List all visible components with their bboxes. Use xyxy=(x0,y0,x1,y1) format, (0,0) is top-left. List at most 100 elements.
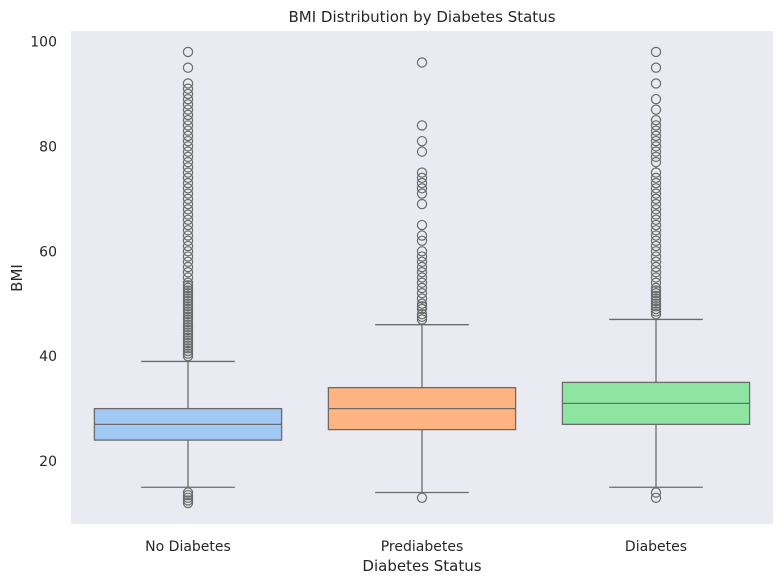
outlier-point xyxy=(416,177,428,189)
outlier-point xyxy=(182,345,194,357)
outlier-point xyxy=(182,332,194,344)
outlier-point xyxy=(182,188,194,199)
outlier-point xyxy=(650,130,662,142)
x-tick-label: Prediabetes xyxy=(381,539,464,555)
outlier-point xyxy=(182,214,194,226)
outlier-point xyxy=(182,204,194,215)
outlier-point xyxy=(650,167,662,178)
outlier-point xyxy=(416,198,428,210)
outlier-point xyxy=(650,303,662,315)
outlier-point xyxy=(182,322,194,333)
outlier-point xyxy=(650,114,662,126)
outlier-point xyxy=(650,290,662,302)
outlier-point xyxy=(182,120,194,131)
outlier-point xyxy=(650,261,662,273)
outlier-point xyxy=(650,219,662,231)
outlier-point xyxy=(182,303,194,315)
outlier-point xyxy=(182,324,194,336)
outlier-point xyxy=(650,135,662,147)
outlier-point xyxy=(182,156,194,168)
outlier-point xyxy=(182,130,194,142)
outlier-point xyxy=(416,183,428,194)
y-tick-label: 20 xyxy=(39,454,57,470)
y-axis-ticks: 20 40 60 80 100 xyxy=(30,34,57,470)
x-tick-label: No Diabetes xyxy=(145,539,231,555)
outlier-point xyxy=(416,246,428,257)
outlier-point xyxy=(650,251,662,262)
outlier-point xyxy=(182,290,194,302)
outlier-point xyxy=(650,209,662,220)
outlier-point xyxy=(650,141,662,152)
outlier-point xyxy=(182,327,194,338)
box-group xyxy=(93,46,283,509)
outlier-point xyxy=(182,288,194,299)
outlier-point xyxy=(650,183,662,194)
outlier-point xyxy=(416,235,428,246)
outlier-point xyxy=(416,267,428,278)
outlier-point xyxy=(650,272,662,283)
outlier-point xyxy=(650,204,662,215)
outlier-point xyxy=(650,301,662,312)
outlier-point xyxy=(416,120,428,131)
outlier-point xyxy=(650,193,662,205)
outlier-point xyxy=(650,256,662,267)
outlier-point xyxy=(182,146,194,157)
outlier-point xyxy=(182,495,194,506)
outlier-point xyxy=(416,146,428,157)
outlier-point xyxy=(650,46,662,58)
outlier-point xyxy=(416,288,428,299)
outlier-point xyxy=(182,261,194,273)
outlier-point xyxy=(182,209,194,220)
outlier-point xyxy=(182,277,194,288)
outlier-point xyxy=(182,295,194,307)
outlier-point xyxy=(650,214,662,226)
outlier-point xyxy=(182,350,194,362)
outlier-point xyxy=(416,272,428,283)
outlier-point xyxy=(650,235,662,246)
outlier-point xyxy=(650,230,662,241)
outlier-point xyxy=(182,246,194,257)
outlier-point xyxy=(182,141,194,152)
chart-marks xyxy=(93,46,751,509)
outlier-point xyxy=(650,285,662,296)
outlier-point xyxy=(182,335,194,346)
outlier-point xyxy=(182,340,194,351)
outlier-point xyxy=(182,337,194,349)
outlier-point xyxy=(650,288,662,299)
outlier-point xyxy=(182,219,194,231)
outlier-point xyxy=(650,146,662,157)
outlier-point xyxy=(182,193,194,205)
outlier-point xyxy=(416,309,428,320)
outlier-point xyxy=(416,188,428,199)
outlier-point xyxy=(650,188,662,199)
y-axis-label: BMI xyxy=(8,264,26,292)
outlier-point xyxy=(650,198,662,210)
outlier-point xyxy=(650,492,662,503)
outlier-point xyxy=(416,298,428,309)
outlier-point xyxy=(416,311,428,323)
outlier-point xyxy=(416,303,428,315)
outlier-point xyxy=(182,151,194,163)
outlier-point xyxy=(182,298,194,309)
outlier-point xyxy=(182,198,194,210)
outlier-point xyxy=(182,251,194,262)
outlier-point xyxy=(416,167,428,178)
outlier-point xyxy=(650,93,662,105)
outlier-point xyxy=(182,109,194,121)
outlier-point xyxy=(182,489,194,501)
outlier-point xyxy=(650,156,662,168)
outlier-point xyxy=(650,78,662,89)
chart-title: BMI Distribution by Diabetes Status xyxy=(288,8,555,26)
outlier-point xyxy=(182,280,194,291)
box-group xyxy=(327,57,517,503)
outlier-point xyxy=(182,225,194,236)
outlier-point xyxy=(182,78,194,89)
outlier-point xyxy=(650,298,662,309)
outlier-point xyxy=(650,120,662,131)
outlier-point xyxy=(182,329,194,341)
outlier-point xyxy=(416,261,428,273)
outlier-point xyxy=(182,162,194,173)
outlier-point xyxy=(182,348,194,359)
outlier-point xyxy=(182,267,194,278)
